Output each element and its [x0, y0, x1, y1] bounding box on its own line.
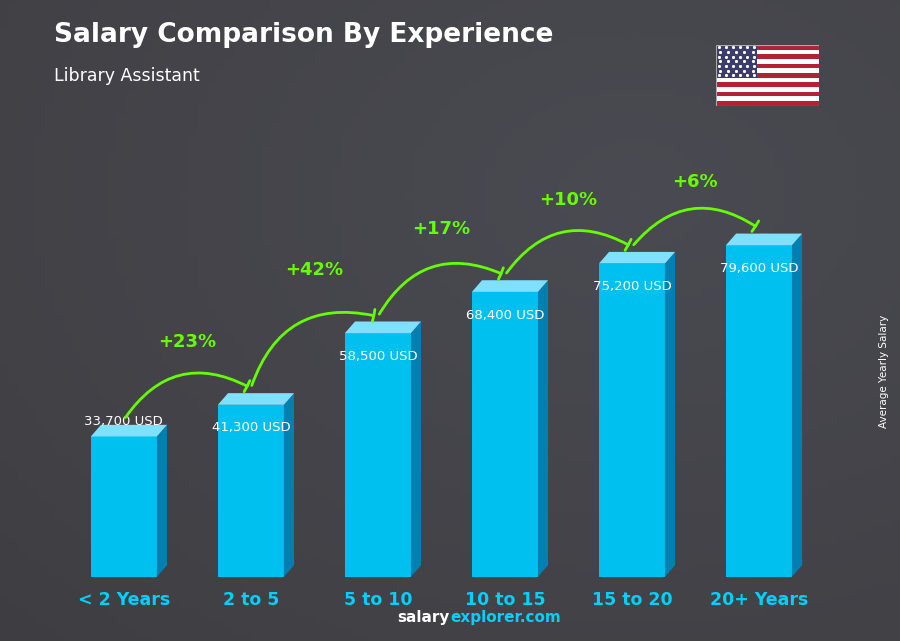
Polygon shape	[538, 280, 548, 577]
Text: +42%: +42%	[285, 261, 344, 279]
Bar	[716, 45, 757, 78]
Text: explorer.com: explorer.com	[450, 610, 561, 625]
Text: 58,500 USD: 58,500 USD	[338, 350, 418, 363]
Polygon shape	[218, 393, 294, 405]
Bar	[716, 63, 819, 69]
Bar	[716, 101, 819, 106]
Text: 68,400 USD: 68,400 USD	[465, 308, 544, 322]
Text: 41,300 USD: 41,300 USD	[212, 422, 290, 435]
Text: +6%: +6%	[672, 173, 718, 191]
Text: +23%: +23%	[158, 333, 216, 351]
Text: +17%: +17%	[412, 220, 471, 238]
Text: salary: salary	[398, 610, 450, 625]
Polygon shape	[345, 322, 421, 333]
Bar	[716, 45, 819, 49]
Bar	[716, 49, 819, 54]
Bar	[716, 73, 819, 78]
Text: 33,700 USD: 33,700 USD	[85, 415, 163, 428]
Polygon shape	[726, 233, 802, 246]
Text: Library Assistant: Library Assistant	[54, 67, 200, 85]
Polygon shape	[598, 263, 665, 577]
Bar	[716, 78, 819, 82]
Bar	[716, 59, 819, 63]
Polygon shape	[284, 393, 294, 577]
Polygon shape	[598, 252, 675, 263]
Bar	[716, 96, 819, 101]
Polygon shape	[91, 425, 167, 437]
Text: +10%: +10%	[539, 192, 598, 210]
Polygon shape	[665, 252, 675, 577]
Bar	[716, 54, 819, 59]
Bar	[716, 87, 819, 92]
Text: 75,200 USD: 75,200 USD	[592, 280, 671, 293]
Text: Salary Comparison By Experience: Salary Comparison By Experience	[54, 22, 554, 49]
Polygon shape	[91, 437, 157, 577]
Bar	[716, 69, 819, 73]
Polygon shape	[157, 425, 167, 577]
Polygon shape	[472, 292, 538, 577]
Bar	[716, 82, 819, 87]
Polygon shape	[411, 322, 421, 577]
Polygon shape	[792, 233, 802, 577]
Bar	[716, 92, 819, 96]
Polygon shape	[472, 280, 548, 292]
Polygon shape	[726, 246, 792, 577]
Text: Average Yearly Salary: Average Yearly Salary	[878, 315, 889, 428]
Polygon shape	[345, 333, 411, 577]
Text: 79,600 USD: 79,600 USD	[720, 262, 798, 275]
Polygon shape	[218, 405, 284, 577]
